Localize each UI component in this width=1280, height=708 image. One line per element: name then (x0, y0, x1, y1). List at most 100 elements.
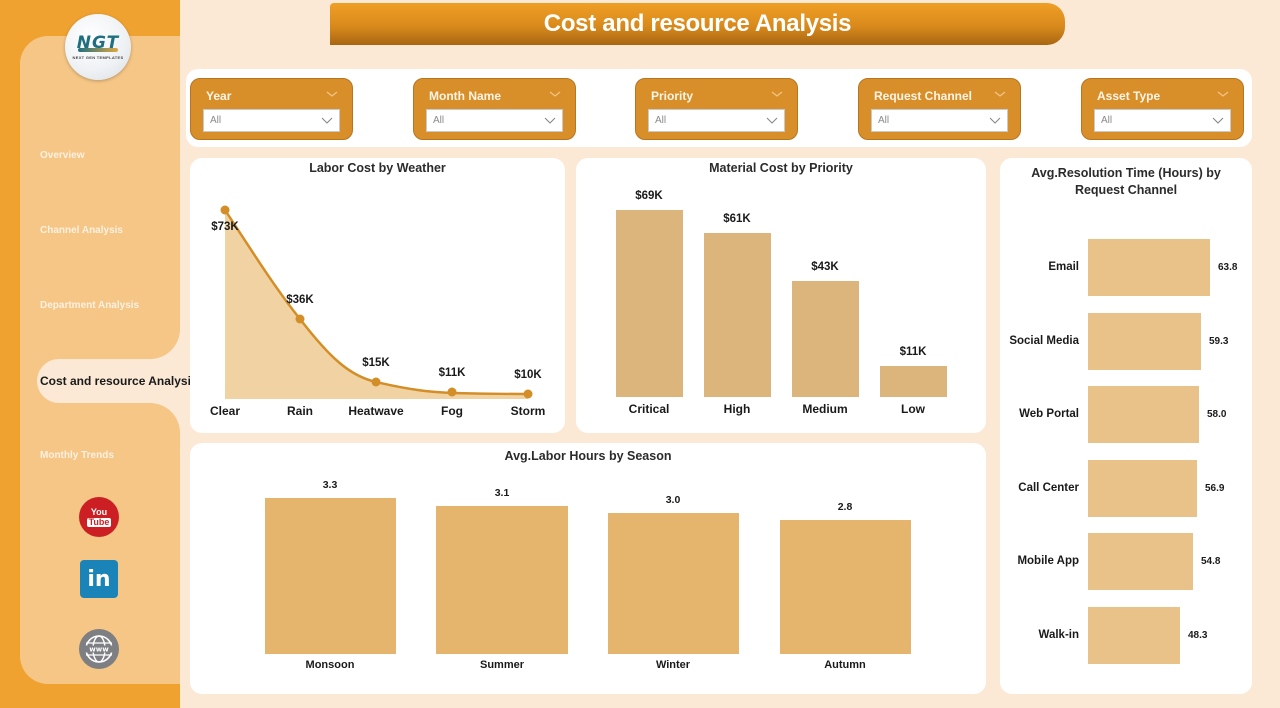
chart-title: Avg.Labor Hours by Season (504, 449, 672, 463)
data-point (371, 377, 381, 387)
slicer-request-channel[interactable]: Request Channel All (858, 78, 1021, 140)
active-tab-highlight (37, 359, 197, 403)
data-label: $61K (723, 213, 751, 225)
dropdown-value: All (878, 115, 890, 126)
bar-medium[interactable] (792, 281, 859, 397)
linkedin-icon[interactable]: in (80, 560, 118, 598)
axis-label: Social Media (1009, 335, 1079, 347)
chevron-down-icon[interactable] (1217, 89, 1229, 99)
data-label: 3.1 (494, 487, 510, 499)
youtube-icon[interactable]: You Tube (79, 497, 119, 537)
globe-icon: www (85, 635, 113, 663)
axis-label: Fog (441, 404, 463, 418)
slicer-year[interactable]: Year All (190, 78, 353, 140)
data-label: 54.8 (1201, 556, 1221, 567)
asset-type-dropdown[interactable]: All (1094, 109, 1231, 132)
data-label: $10K (514, 369, 542, 381)
bar-social-media[interactable] (1088, 313, 1201, 370)
active-tab-curve-bottom (150, 403, 180, 433)
data-label: 59.3 (1209, 336, 1229, 347)
bar-low[interactable] (880, 366, 947, 397)
slicer-label: Request Channel (874, 89, 973, 103)
bar-email[interactable] (1088, 239, 1210, 296)
slicer-label: Year (206, 89, 232, 103)
filter-panel: Year All Month Name All Priority All Req… (186, 69, 1252, 147)
nav-department-analysis[interactable]: Department Analysis (40, 300, 140, 311)
axis-label: High (723, 402, 751, 416)
page-title: Cost and resource Analysis (543, 10, 852, 37)
axis-label: Summer (479, 659, 525, 671)
chevron-down-icon[interactable] (549, 89, 561, 99)
ngt-logo: NGT NEXT GEN TEMPLATES (65, 14, 131, 80)
request-channel-dropdown[interactable]: All (871, 109, 1008, 132)
priority-dropdown[interactable]: All (648, 109, 785, 132)
data-point (447, 387, 457, 397)
data-label: $15K (362, 357, 390, 369)
chart-title: Labor Cost by Weather (309, 161, 446, 175)
bar-autumn[interactable] (780, 520, 911, 654)
nav-channel-analysis[interactable]: Channel Analysis (40, 225, 123, 236)
data-label: $36K (286, 294, 314, 306)
website-globe-icon[interactable]: www (79, 629, 119, 669)
chevron-down-icon[interactable] (771, 89, 783, 99)
data-label: 48.3 (1188, 630, 1208, 641)
nav-cost-resource-analysis[interactable]: Cost and resource Analysis (40, 374, 198, 388)
dropdown-value: All (433, 115, 445, 126)
slicer-month-name[interactable]: Month Name All (413, 78, 576, 140)
labor-cost-by-weather-card: Labor Cost by Weather $73K $36K $15K $11… (190, 158, 565, 433)
bar-monsoon[interactable] (265, 498, 396, 654)
data-label: 56.9 (1205, 483, 1225, 494)
dropdown-value: All (1101, 115, 1113, 126)
bar-web-portal[interactable] (1088, 386, 1199, 443)
data-point (220, 205, 230, 215)
bar-walk-in[interactable] (1088, 607, 1180, 664)
data-label: 2.8 (837, 501, 853, 513)
labor-cost-area-chart (220, 205, 533, 399)
month-name-dropdown[interactable]: All (426, 109, 563, 132)
bar-critical[interactable] (616, 210, 683, 397)
slicer-label: Asset Type (1097, 89, 1161, 103)
data-label: 3.3 (322, 479, 338, 491)
nav-monthly-trends[interactable]: Monthly Trends (40, 450, 114, 461)
nav-overview[interactable]: Overview (40, 150, 85, 161)
slicer-priority[interactable]: Priority All (635, 78, 798, 140)
labor-hours-by-season-card: Avg.Labor Hours by Season 3.3 3.1 3.0 2.… (190, 443, 986, 694)
axis-label: Storm (510, 404, 546, 418)
axis-label: Winter (655, 659, 691, 671)
axis-label: Email (1048, 261, 1079, 273)
dropdown-value: All (210, 115, 222, 126)
slicer-label: Month Name (429, 89, 501, 103)
slicer-asset-type[interactable]: Asset Type All (1081, 78, 1244, 140)
bar-high[interactable] (704, 233, 771, 397)
axis-label: Call Center (1018, 482, 1079, 494)
data-point (523, 389, 533, 399)
data-label: $11K (899, 346, 927, 358)
bar-winter[interactable] (608, 513, 739, 654)
active-tab-curve-top (150, 329, 180, 359)
chart-title: Avg.Resolution Time (Hours) by Request C… (1031, 166, 1221, 197)
page-title-banner: Cost and resource Analysis (330, 3, 1065, 45)
bar-summer[interactable] (436, 506, 568, 654)
axis-label: Monsoon (305, 659, 355, 671)
chevron-down-icon (1212, 117, 1224, 124)
youtube-text-you: You (90, 506, 108, 517)
chevron-down-icon[interactable] (994, 89, 1006, 99)
chevron-down-icon (544, 117, 556, 124)
data-label: $43K (811, 261, 839, 273)
svg-text:www: www (89, 646, 109, 654)
axis-label: Critical (628, 402, 670, 416)
chevron-down-icon (989, 117, 1001, 124)
axis-label: Mobile App (1017, 555, 1079, 567)
bar-call-center[interactable] (1088, 460, 1197, 517)
chevron-down-icon (321, 117, 333, 124)
material-cost-by-priority-card: Material Cost by Priority $69K $61K $43K… (576, 158, 986, 433)
chevron-down-icon[interactable] (326, 89, 338, 99)
axis-label: Rain (286, 404, 314, 418)
data-label: $11K (438, 367, 466, 379)
bar-mobile-app[interactable] (1088, 533, 1193, 590)
year-dropdown[interactable]: All (203, 109, 340, 132)
axis-label: Walk-in (1038, 629, 1079, 641)
data-label: $73K (211, 221, 239, 233)
logo-subtitle: NEXT GEN TEMPLATES (72, 55, 124, 60)
logo-text: NGT (76, 33, 120, 53)
